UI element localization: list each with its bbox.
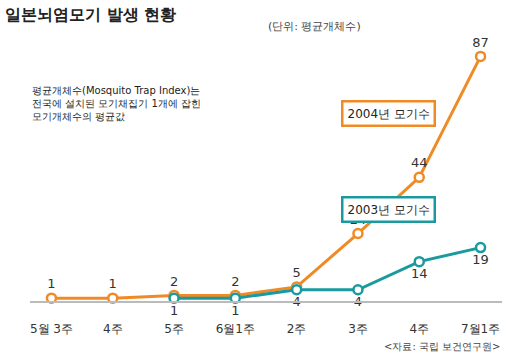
svg-text:5주: 5주 xyxy=(164,322,184,336)
svg-text:5월 3주: 5월 3주 xyxy=(30,322,73,336)
svg-text:4주: 4주 xyxy=(103,322,123,336)
svg-text:2: 2 xyxy=(231,274,239,289)
svg-text:1: 1 xyxy=(109,276,117,291)
svg-text:4: 4 xyxy=(354,294,362,309)
svg-text:7월1주: 7월1주 xyxy=(461,322,500,336)
svg-text:1: 1 xyxy=(170,303,178,318)
svg-text:14: 14 xyxy=(411,266,428,281)
svg-text:일본뇌염모기 발생 현황: 일본뇌염모기 발생 현황 xyxy=(5,5,176,24)
svg-text:6월1주: 6월1주 xyxy=(216,322,255,336)
svg-text:1: 1 xyxy=(231,303,239,318)
svg-text:2: 2 xyxy=(170,274,178,289)
svg-text:(단위: 평균개체수): (단위: 평균개체수) xyxy=(268,20,361,33)
svg-text:<자료: 국립 보건연구원>: <자료: 국립 보건연구원> xyxy=(384,341,500,352)
svg-text:24: 24 xyxy=(350,212,367,227)
svg-text:평균개체수(Mosquito Trap Index)는전국에: 평균개체수(Mosquito Trap Index)는전국에 설치된 모기채집기… xyxy=(32,85,201,122)
svg-text:2004년 모기수: 2004년 모기수 xyxy=(348,107,430,121)
svg-text:19: 19 xyxy=(472,252,489,267)
svg-text:5: 5 xyxy=(293,265,301,280)
svg-text:87: 87 xyxy=(472,35,489,50)
svg-text:3주: 3주 xyxy=(348,322,368,336)
svg-text:1: 1 xyxy=(47,276,55,291)
svg-text:4주: 4주 xyxy=(409,322,429,336)
svg-text:2003년 모기수: 2003년 모기수 xyxy=(348,203,430,217)
svg-text:2주: 2주 xyxy=(287,322,307,336)
svg-text:44: 44 xyxy=(411,155,428,170)
svg-text:4: 4 xyxy=(293,294,301,309)
